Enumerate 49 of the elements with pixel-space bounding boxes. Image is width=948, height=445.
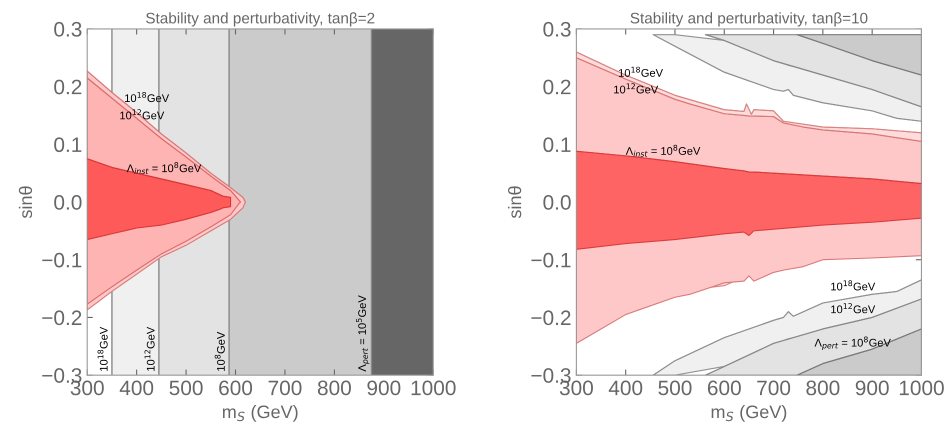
x-tick-label: 1000 xyxy=(900,380,944,396)
series-label: 10$^{18}$GeV xyxy=(831,280,876,290)
x-axis-title: m$_{S}$ (GeV) xyxy=(222,404,298,422)
x-tick-label: 600 xyxy=(708,380,741,396)
x-tick-label: 400 xyxy=(608,380,642,396)
series-label: Λ$_{inst}$ = 10$^{8}$GeV xyxy=(126,162,202,174)
x-tick-label: 900 xyxy=(367,380,400,396)
x-tick-label: 600 xyxy=(219,380,252,396)
x-axis-title: m$_{S}$ (GeV) xyxy=(712,404,786,422)
y-tick-label: 0.0 xyxy=(543,195,571,210)
x-tick-label: 900 xyxy=(856,380,889,396)
series-label: Λ$_{pert}$ = 10$^{8}$GeV xyxy=(814,336,891,350)
y-tick-label: 0.3 xyxy=(543,22,571,37)
x-tick-label: 700 xyxy=(268,380,302,396)
series-label: 10$^{18}$GeV xyxy=(618,66,663,77)
series-label: 10$^{18}$GeV xyxy=(125,92,170,102)
series-label: 10$^{12}$GeV xyxy=(120,109,164,120)
y-axis-title: sinθ xyxy=(18,186,32,218)
x-tick-label: 400 xyxy=(120,380,154,396)
y-tick-label: 0.2 xyxy=(54,80,82,94)
y-tick-label: 0.0 xyxy=(54,195,82,210)
y-tick-label: 0.2 xyxy=(543,80,570,94)
series-label: 10$^{12}$GeV xyxy=(614,83,658,94)
x-tick-label: 800 xyxy=(318,380,351,396)
series-label: Λ$_{inst}$ = 10$^{8}$GeV xyxy=(626,144,700,157)
y-tick-label: 0.1 xyxy=(54,137,82,152)
x-tick-label: 800 xyxy=(806,380,840,396)
y-tick-label: 0.3 xyxy=(54,22,82,37)
y-tick-label: −0.1 xyxy=(42,252,82,268)
y-tick-label: −0.2 xyxy=(531,310,570,326)
band-label: 10$^{12}$GeV xyxy=(144,326,155,371)
band-label: 10$^{18}$GeV xyxy=(98,326,108,371)
x-tick-label: 500 xyxy=(658,380,692,396)
chart-title: Stability and perturbativity, tanβ=2 xyxy=(146,12,374,27)
y-tick-label: −0.3 xyxy=(531,368,571,383)
chart-title: Stability and perturbativity, tanβ=10 xyxy=(630,12,868,27)
band-label: Λ$_{pert}$ = 10$^{5}$GeV xyxy=(356,295,370,372)
y-axis-title: sinθ xyxy=(508,186,522,218)
y-tick-label: −0.2 xyxy=(42,310,82,326)
x-tick-label: 1000 xyxy=(412,380,456,396)
y-tick-label: −0.3 xyxy=(42,368,82,383)
x-tick-label: 300 xyxy=(560,380,593,396)
series-label: 10$^{12}$GeV xyxy=(831,303,876,314)
x-tick-label: 700 xyxy=(757,380,790,396)
y-tick-label: 0.1 xyxy=(543,137,571,152)
x-tick-label: 500 xyxy=(170,380,203,396)
x-tick-label: 300 xyxy=(70,380,104,396)
y-tick-label: −0.1 xyxy=(531,252,571,268)
band-label: 10$^{8}$GeV xyxy=(214,332,225,371)
